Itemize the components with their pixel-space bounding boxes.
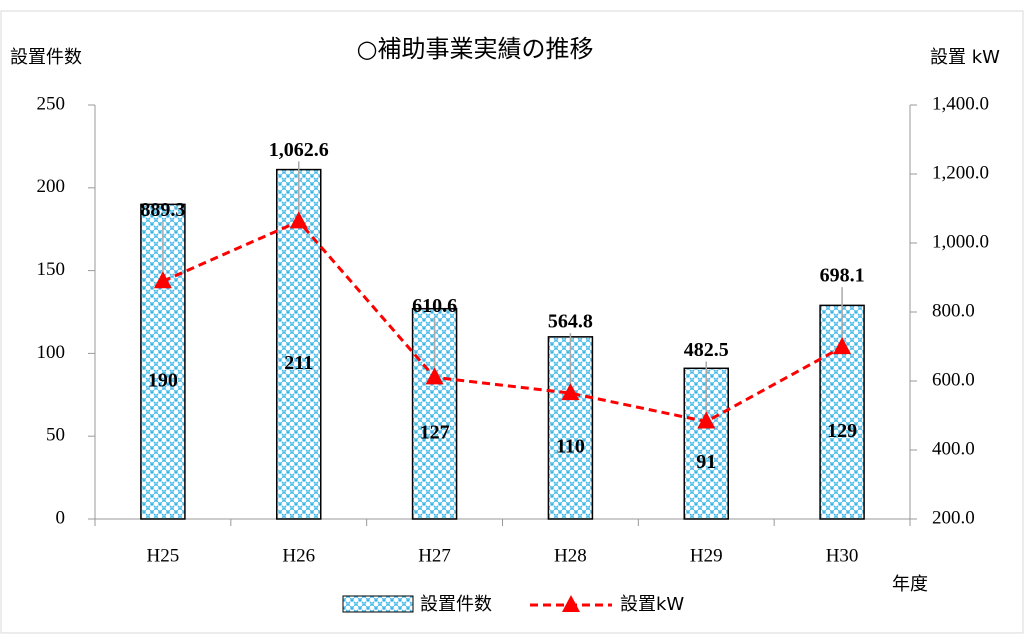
legend-label: 設置件数 bbox=[420, 594, 492, 615]
y-tick-label: 250 bbox=[37, 93, 66, 114]
line-value-label: 698.1 bbox=[820, 265, 865, 287]
line-value-label: 482.5 bbox=[684, 339, 729, 361]
bar bbox=[819, 304, 865, 520]
chart-title: ○補助事業実績の推移 bbox=[357, 35, 594, 63]
x-tick-label: H30 bbox=[826, 545, 859, 566]
bar-value-label: 127 bbox=[420, 421, 450, 443]
y2-tick-label: 600.0 bbox=[932, 369, 975, 390]
legend-label: 設置kW bbox=[620, 594, 684, 615]
line-marker bbox=[697, 411, 716, 429]
line-value-label: 889.3 bbox=[140, 199, 185, 221]
y-tick-label: 200 bbox=[37, 176, 66, 197]
line bbox=[162, 219, 843, 424]
bar-value-label: 129 bbox=[827, 420, 857, 442]
line-marker bbox=[425, 367, 444, 385]
x-tick-label: H27 bbox=[418, 545, 451, 566]
legend-swatch bbox=[342, 595, 414, 613]
y2-tick-label: 1,200.0 bbox=[932, 162, 989, 183]
y-axis-title: 設置件数 bbox=[10, 47, 82, 68]
x-tick-label: H25 bbox=[147, 545, 180, 566]
line-marker bbox=[153, 271, 172, 289]
y-tick-label: 0 bbox=[56, 507, 66, 528]
bar-value-label: 110 bbox=[556, 436, 585, 458]
bar-value-label: 190 bbox=[148, 369, 178, 391]
y2-tick-label: 1,000.0 bbox=[932, 231, 989, 252]
line-value-label: 610.6 bbox=[412, 295, 457, 317]
y-tick-label: 100 bbox=[37, 342, 66, 363]
y-tick-label: 50 bbox=[46, 425, 65, 446]
line-marker bbox=[289, 211, 308, 229]
bar-value-label: 91 bbox=[696, 451, 716, 473]
y2-axis-title: 設置 kW bbox=[930, 47, 1000, 68]
x-tick-label: H29 bbox=[690, 545, 723, 566]
y-tick-label: 150 bbox=[37, 259, 66, 280]
y2-tick-label: 800.0 bbox=[932, 300, 975, 321]
y2-tick-label: 200.0 bbox=[932, 507, 975, 528]
y2-tick-label: 400.0 bbox=[932, 438, 975, 459]
line-marker bbox=[833, 337, 852, 355]
line-marker bbox=[561, 383, 580, 401]
x-axis-title: 年度 bbox=[892, 574, 928, 595]
x-tick-label: H26 bbox=[282, 545, 315, 566]
legend-marker bbox=[562, 595, 580, 612]
bar-value-label: 211 bbox=[284, 352, 313, 374]
x-tick-label: H28 bbox=[554, 545, 587, 566]
line-value-label: 1,062.6 bbox=[269, 139, 329, 161]
y2-tick-label: 1,400.0 bbox=[932, 93, 989, 114]
line-value-label: 564.8 bbox=[548, 311, 593, 333]
bar bbox=[547, 336, 594, 520]
